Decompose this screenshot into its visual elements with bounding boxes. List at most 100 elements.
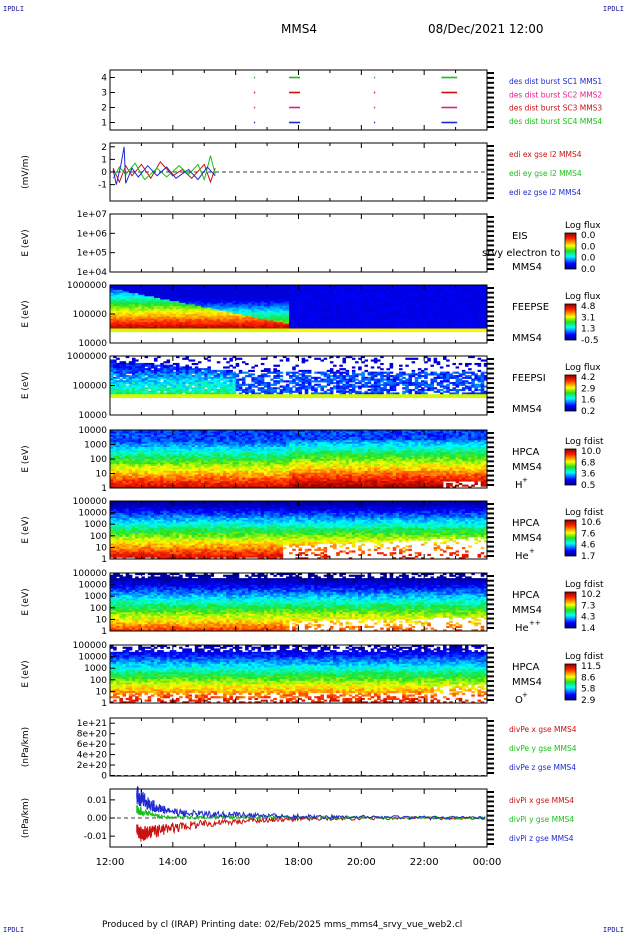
spectrogram-cell — [295, 390, 299, 393]
spectrogram-cell — [295, 307, 299, 310]
spectrogram-cell — [443, 286, 447, 289]
spectrogram-cell — [113, 326, 117, 329]
spectrogram-cell — [254, 323, 259, 326]
spectrogram-cell — [119, 310, 123, 313]
spectrogram-cell — [323, 310, 328, 313]
spectrogram-cell — [326, 328, 331, 331]
spectrogram-cell — [257, 326, 262, 329]
spectrogram-cell — [153, 318, 158, 321]
spectrogram-cell — [285, 310, 290, 313]
spectrogram-cell — [251, 299, 255, 302]
spectrogram-cell — [399, 304, 403, 307]
spectrogram-cell — [210, 285, 215, 288]
spectrogram-cell — [380, 362, 384, 366]
spectrogram-cell — [304, 317, 309, 320]
spectrogram-cell — [402, 296, 406, 299]
spectrogram-cell — [131, 330, 136, 333]
spectrogram-cell — [226, 323, 230, 326]
spectrogram-cell — [367, 291, 372, 294]
spectrogram-cell — [414, 289, 419, 292]
spectrogram-cell — [411, 304, 416, 307]
spectrogram-cell — [179, 325, 183, 328]
spectrogram-cell — [301, 291, 306, 294]
spectrogram-cell — [172, 326, 177, 329]
spectrogram-cell — [232, 317, 237, 320]
spectrogram-cell — [380, 296, 384, 299]
spectrogram-cell — [411, 395, 416, 399]
spectrogram-cell — [355, 285, 359, 288]
spectrogram-cell — [257, 289, 262, 292]
spectrogram-cell — [263, 323, 268, 326]
spectrogram-cell — [364, 385, 369, 388]
spectrogram-cell — [414, 317, 419, 320]
spectrogram-cell — [131, 328, 136, 331]
spectrogram-cell — [436, 301, 441, 304]
spectrogram-cell — [125, 318, 130, 321]
spectrogram-cell — [141, 289, 145, 292]
spectrogram-cell — [342, 309, 347, 312]
spectrogram-cell — [263, 310, 268, 313]
spectrogram-cell — [263, 328, 268, 331]
spectrogram-cell — [207, 315, 211, 318]
spectrogram-cell — [144, 296, 149, 299]
spectrogram-cell — [166, 314, 171, 317]
spectrogram-cell — [110, 293, 114, 296]
spectrogram-cell — [317, 285, 321, 288]
spectrogram-cell — [169, 286, 174, 289]
spectrogram-cell — [138, 286, 142, 289]
spectrogram-cell — [282, 302, 287, 305]
spectrogram-cell — [414, 285, 419, 288]
spectrogram-cell — [144, 299, 149, 302]
spectrogram-cell — [166, 296, 171, 299]
spectrogram-cell — [323, 296, 328, 299]
spectrogram-cell — [298, 286, 303, 289]
spectrogram-cell — [201, 285, 205, 288]
spectrogram-cell — [345, 328, 350, 331]
spectrogram-cell — [304, 293, 309, 296]
spectrogram-cell — [229, 395, 233, 399]
spectrogram-cell — [361, 304, 365, 307]
spectrogram-cell — [383, 315, 387, 318]
spectrogram-cell — [213, 294, 218, 297]
spectrogram-cell — [267, 286, 271, 289]
spectrogram-cell — [317, 296, 321, 299]
spectrogram-cell — [232, 291, 237, 294]
burst-segment — [441, 76, 458, 79]
spectrogram-cell — [257, 286, 262, 289]
spectrogram-cell — [417, 285, 422, 288]
spectrogram-cell — [439, 323, 444, 326]
spectrogram-cell — [182, 330, 186, 333]
spectrogram-cell — [424, 309, 428, 312]
spectrogram-cell — [323, 288, 328, 291]
spectrogram-cell — [436, 326, 441, 329]
spectrogram-cell — [207, 305, 211, 308]
spectrogram-cell — [386, 325, 391, 328]
spectrogram-cell — [125, 323, 130, 326]
spectrogram-cell — [367, 301, 372, 304]
spectrogram-cell — [295, 322, 299, 325]
spectrogram-cell — [433, 294, 438, 297]
spectrogram-cell — [270, 320, 274, 323]
spectrogram-cell — [424, 301, 428, 304]
spectrogram-cell — [383, 310, 387, 313]
spectrogram-cell — [323, 317, 328, 320]
spectrogram-cell — [399, 296, 403, 299]
spectrogram-cell — [439, 307, 444, 310]
spectrogram-cell — [213, 309, 218, 312]
spectrogram-cell — [370, 297, 375, 300]
spectrogram-cell — [295, 317, 299, 320]
spectrogram-cell — [179, 309, 183, 312]
spectrogram-cell — [260, 318, 265, 321]
spectrogram-cell — [267, 323, 271, 326]
spectrogram-cell — [402, 383, 406, 386]
spectrogram-cell — [150, 289, 155, 292]
spectrogram-cell — [414, 286, 419, 289]
spectrogram-cell — [194, 293, 199, 296]
spectrogram-cell — [430, 285, 434, 288]
spectrogram-cell — [179, 320, 183, 323]
spectrogram-cell — [380, 323, 384, 326]
spectrogram-cell — [395, 383, 400, 386]
spectrogram-cell — [135, 325, 139, 328]
spectrogram-cell — [270, 305, 274, 308]
spectrogram-cell — [311, 312, 315, 315]
